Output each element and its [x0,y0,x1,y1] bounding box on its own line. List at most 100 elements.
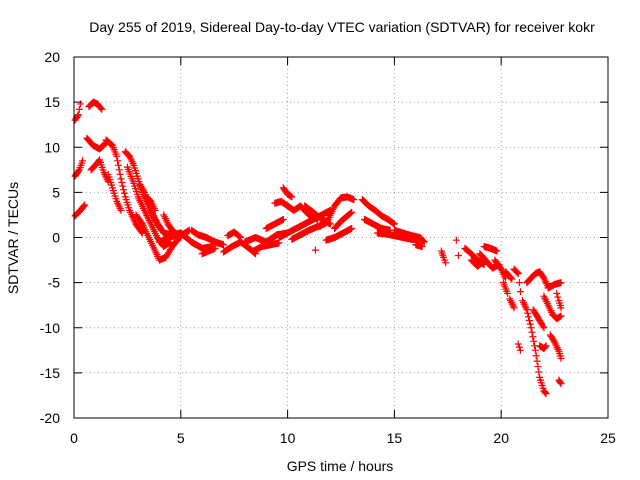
series-arc [506,295,518,312]
data-point [119,182,127,190]
data-point [75,105,83,113]
data-point [138,219,146,227]
data-point [420,238,428,246]
series-arc [71,100,84,124]
data-point [288,193,296,201]
series-arc [546,331,565,362]
data-point [120,189,128,197]
series-arc [123,163,174,251]
x-axis-label: GPS time / hours [287,458,394,474]
data-point [515,343,523,351]
data-point [236,233,244,241]
data-point [418,243,426,251]
series-arc [514,340,524,354]
x-tick-label: 20 [493,430,509,446]
series-arc [358,196,398,228]
data-point [510,304,518,312]
x-tick-label: 25 [600,430,616,446]
data-point [542,390,550,398]
data-point [95,157,103,165]
data-point [346,210,354,218]
series-arc [536,342,550,353]
data-point [514,270,522,278]
data-point [143,212,151,220]
series-arc [311,246,319,254]
data-point [175,232,183,240]
data-point [144,215,152,223]
data-point [493,247,501,255]
y-tick-label: -5 [48,275,61,291]
data-point [530,337,538,345]
data-point [311,246,319,254]
data-point [177,234,185,241]
data-point [76,100,84,108]
data-point [557,304,565,312]
x-tick-label: 0 [70,430,78,446]
series-arc [224,228,245,241]
data-point [74,167,82,175]
data-point [452,236,460,244]
series-arc [510,265,524,296]
data-point [554,293,562,301]
y-tick-label: 0 [52,230,60,246]
data-point [116,170,124,178]
data-point [79,157,87,165]
series-arc [454,252,462,260]
series-arc [519,297,550,398]
data-point [540,324,548,332]
series-arc [491,256,509,282]
data-point [534,363,542,371]
series-arc [529,306,548,332]
series-arc [102,136,146,237]
y-tick-label: 15 [44,94,60,110]
series-arc [452,236,460,244]
data-point [117,175,125,183]
data-point [419,237,427,245]
series-arc [71,201,89,220]
data-point [525,313,533,321]
data-point [211,244,219,252]
y-tick-label: -20 [40,410,60,426]
data-point [557,279,565,287]
data-point [97,104,105,112]
y-tick-label: 10 [44,139,60,155]
data-point [80,202,88,210]
data-point [541,343,549,351]
data-point [557,380,565,388]
data-point [348,208,356,216]
series-arc [390,226,428,246]
series-arc [322,224,356,244]
series-arc [555,376,565,388]
data-point [542,342,550,350]
data-point [118,178,126,186]
y-axis-label: SDTVAR / TECUs [5,182,21,294]
x-tick-label: 15 [387,430,403,446]
data-point [541,389,549,397]
data-point [531,346,539,354]
data-point [528,328,536,336]
data-point [142,210,150,218]
data-point [145,217,153,225]
data-point [73,112,81,120]
data-point [347,209,355,217]
data-point [144,213,152,221]
data-point [524,309,532,317]
data-point [348,224,356,232]
y-tick-label: 20 [44,49,60,65]
data-point [513,269,521,277]
series-arc [412,241,426,251]
data-point [114,161,122,169]
series-arc [262,215,287,232]
series-arc [523,268,552,291]
data-point [220,241,228,249]
data-point [146,218,154,226]
data-point [115,166,123,174]
y-tick-label: 5 [52,184,60,200]
data-point [532,352,540,360]
series-arc [540,292,565,323]
series-arc [279,184,296,201]
series-arc [316,193,358,231]
x-tick-label: 10 [280,430,296,446]
data-point [176,233,184,241]
